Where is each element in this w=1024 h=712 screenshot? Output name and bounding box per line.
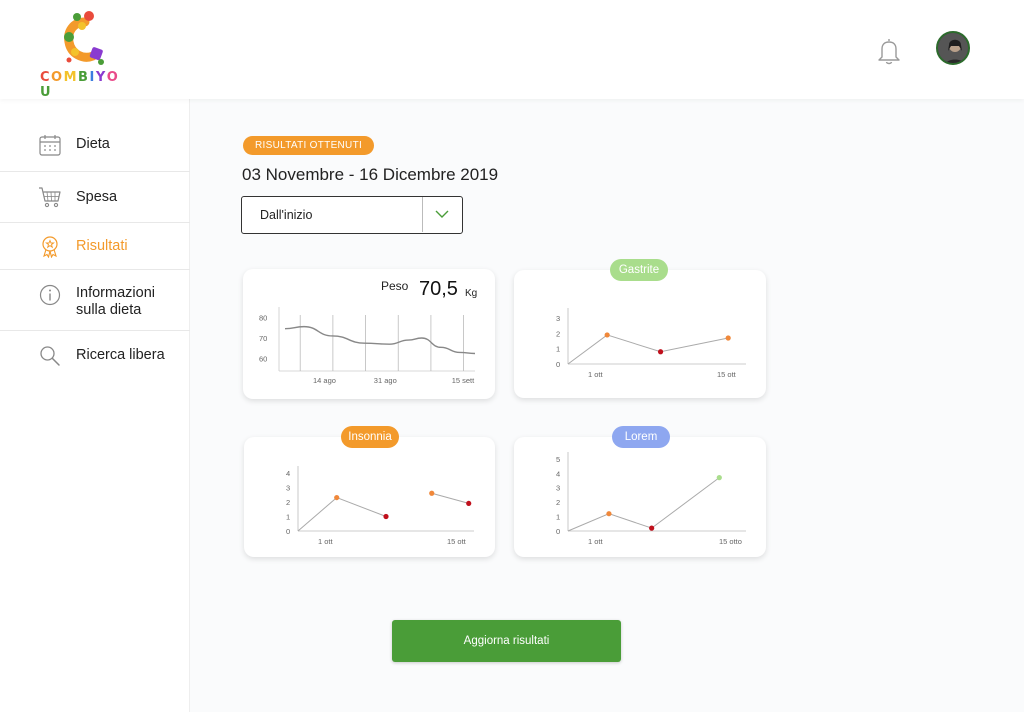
logo-letter: I xyxy=(89,70,96,85)
y-tick-label: 2 xyxy=(556,329,560,338)
logo-mark-icon xyxy=(64,11,104,65)
data-point xyxy=(334,494,340,501)
data-point xyxy=(649,525,655,531)
data-point xyxy=(725,335,731,341)
logo-letter: Y xyxy=(95,70,107,85)
update-results-button[interactable]: Aggiorna risultati xyxy=(392,620,621,662)
weight-series-line xyxy=(284,325,476,355)
y-tick-label: 0 xyxy=(286,527,290,536)
data-point xyxy=(606,511,612,517)
y-tick-label: 3 xyxy=(556,484,560,493)
insonnia-pill: Insonnia xyxy=(341,426,399,448)
x-tick-label: 1 ott xyxy=(318,537,334,546)
x-tick-label: 31 ago xyxy=(374,376,397,385)
logo-letter: M xyxy=(63,70,79,85)
y-tick-label: 3 xyxy=(556,314,560,323)
data-point xyxy=(466,500,472,507)
sidebar-item-ricerca[interactable]: Ricerca libera xyxy=(0,331,190,379)
y-tick-label: 70 xyxy=(259,334,267,343)
data-point xyxy=(429,490,435,496)
search-icon xyxy=(40,346,60,366)
lorem-chart: 0 1 2 3 4 5 1 ott 15 otto xyxy=(556,452,746,546)
logo-letter: B xyxy=(78,70,90,85)
results-badge: RISULTATI OTTENUTI xyxy=(243,136,375,155)
avatar-image-icon xyxy=(938,33,968,63)
y-tick-label: 2 xyxy=(286,498,290,507)
x-tick-label: 15 sett xyxy=(452,376,475,385)
page-title: 03 Novembre - 16 Dicembre 2019 xyxy=(242,165,499,184)
y-tick-label: 2 xyxy=(556,498,560,507)
cart-icon xyxy=(39,187,61,208)
data-point xyxy=(604,332,610,338)
sidebar-item-informazioni[interactable]: Informazioni sulla dieta xyxy=(0,270,190,331)
y-tick-label: 5 xyxy=(556,455,560,464)
user-avatar[interactable] xyxy=(936,31,970,65)
y-tick-label: 1 xyxy=(286,512,290,521)
y-tick-label: 1 xyxy=(556,513,560,522)
gastrite-pill-label: Gastrite xyxy=(618,264,660,276)
insonnia-chart: 0 1 2 3 4 1 ott 15 ott xyxy=(286,466,474,546)
sidebar-item-label: Ricerca libera xyxy=(76,347,165,363)
x-tick-label: 1 ott xyxy=(588,370,604,379)
x-tick-label: 15 ott xyxy=(447,537,467,546)
logo-letter: U xyxy=(40,85,53,100)
insonnia-pill-label: Insonnia xyxy=(348,431,392,443)
gastrite-chart: 0 1 2 3 1 ott 15 ott xyxy=(556,308,746,379)
calendar-icon xyxy=(39,135,61,156)
chevron-down-icon[interactable] xyxy=(434,207,450,221)
lorem-pill: Lorem xyxy=(612,426,670,448)
insonnia-chart-card: 0 1 2 3 4 1 ott 15 ott xyxy=(244,437,495,557)
logo-letter: C xyxy=(40,70,52,85)
sidebar-item-label: Risultati xyxy=(76,238,128,254)
weight-unit: Kg xyxy=(465,288,478,299)
sidebar-item-label: Dieta xyxy=(76,136,110,152)
x-tick-label: 15 otto xyxy=(719,537,742,546)
lorem-pill-label: Lorem xyxy=(624,431,658,443)
y-tick-label: 1 xyxy=(556,345,560,354)
y-tick-label: 4 xyxy=(556,469,560,478)
period-select[interactable]: Dall'inizio xyxy=(241,196,463,234)
y-tick-label: 60 xyxy=(259,355,267,364)
data-point xyxy=(716,475,722,481)
x-tick-label: 14 ago xyxy=(313,376,336,385)
combiyou-logo[interactable]: COMBIYOU xyxy=(40,10,130,100)
logo-text: COMBIYOU xyxy=(40,70,130,100)
x-tick-label: 1 ott xyxy=(588,537,604,546)
series-line xyxy=(431,492,469,504)
y-tick-label: 0 xyxy=(556,527,560,536)
sidebar-item-spesa[interactable]: Spesa xyxy=(0,172,190,223)
bell-icon[interactable] xyxy=(873,35,905,67)
weight-chart-card: 60 70 80 14 ago 31 ago 15 sett xyxy=(243,269,495,399)
sidebar-item-label: Informazioni sulla dieta xyxy=(76,285,155,318)
sidebar-item-risultati[interactable]: Risultati xyxy=(0,223,190,270)
sidebar-item-dieta[interactable]: Dieta xyxy=(0,120,190,172)
lorem-chart-card: 0 1 2 3 4 5 1 ott 15 otto xyxy=(514,437,766,557)
sidebar-item-label: Spesa xyxy=(76,189,118,205)
weight-chart: 60 70 80 14 ago 31 ago 15 sett xyxy=(259,307,476,385)
sidebar: Dieta Spesa Risultati Informazioni sull xyxy=(0,99,190,712)
logo-letter: O xyxy=(106,70,120,85)
series-line xyxy=(567,334,729,365)
series-line xyxy=(297,497,387,532)
y-tick-label: 4 xyxy=(286,469,290,478)
info-icon xyxy=(39,284,61,306)
y-tick-label: 3 xyxy=(286,483,290,492)
weight-value: 70,5 xyxy=(419,278,458,300)
data-point xyxy=(657,349,664,355)
gastrite-chart-card: 0 1 2 3 1 ott 15 ott xyxy=(514,270,766,398)
gastrite-pill: Gastrite xyxy=(610,259,668,281)
award-icon xyxy=(42,236,58,258)
y-tick-label: 0 xyxy=(556,360,560,369)
logo-letter: O xyxy=(51,70,64,85)
weight-label: Peso xyxy=(381,279,409,293)
period-select-value: Dall'inizio xyxy=(260,208,313,222)
app-header: COMBIYOU xyxy=(0,0,1024,100)
x-tick-label: 15 ott xyxy=(717,370,737,379)
series-line xyxy=(567,477,720,532)
data-point xyxy=(383,513,389,520)
select-divider xyxy=(422,197,423,232)
y-tick-label: 80 xyxy=(259,313,267,322)
